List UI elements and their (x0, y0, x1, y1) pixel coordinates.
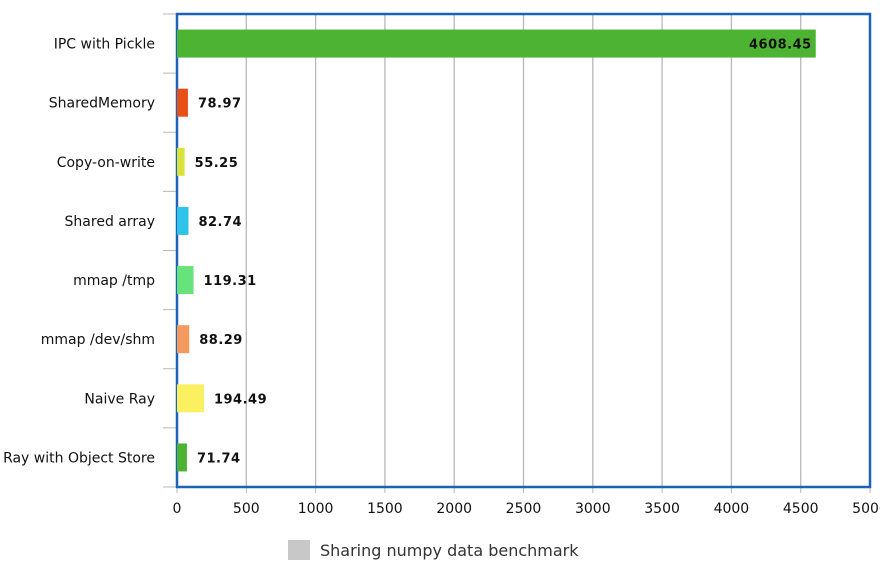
category-label: Ray with Object Store (3, 450, 155, 466)
data-label: 78.97 (198, 97, 242, 112)
grid-lines (245, 14, 802, 487)
category-label: Shared array (65, 214, 155, 230)
bar (177, 29, 816, 58)
data-label: 88.29 (199, 333, 243, 348)
data-label: 82.74 (198, 215, 242, 230)
data-label: 194.49 (214, 392, 267, 407)
x-tick-label: 500 (233, 501, 260, 517)
legend: Sharing numpy data benchmark (288, 540, 579, 560)
data-label: 119.31 (204, 274, 257, 289)
category-label: mmap /tmp (73, 273, 155, 289)
data-label: 4608.45 (749, 38, 812, 53)
axes (163, 12, 872, 493)
data-label: 71.74 (197, 451, 241, 466)
x-tick-label: 3000 (575, 501, 611, 517)
category-label: SharedMemory (49, 96, 155, 112)
x-tick-label: 1000 (298, 501, 334, 517)
x-tick-label: 0 (173, 501, 182, 517)
x-tick-label: 4500 (783, 501, 819, 517)
bar (177, 384, 204, 413)
bar (177, 266, 194, 295)
bar (177, 443, 187, 472)
bars (177, 29, 816, 472)
x-tick-label: 1500 (367, 501, 403, 517)
x-tick-label: 2500 (506, 501, 542, 517)
category-label: IPC with Pickle (54, 37, 155, 53)
x-tick-label: 3500 (644, 501, 680, 517)
category-label: Copy-on-write (57, 155, 155, 171)
bar (177, 325, 190, 354)
x-tick-label: 4000 (714, 501, 750, 517)
category-label: mmap /dev/shm (41, 332, 155, 348)
legend-label: Sharing numpy data benchmark (320, 540, 579, 560)
category-label: Naive Ray (84, 391, 155, 407)
bar (177, 88, 188, 117)
legend-swatch (288, 540, 310, 560)
labels: 0 500 1000 1500 2000 2500 3000 3500 4000 4500 5000… (3, 37, 880, 517)
bar (177, 206, 189, 235)
plot-frame (175, 12, 872, 489)
x-tick-label: 2000 (436, 501, 472, 517)
bar (177, 147, 185, 176)
data-label: 55.25 (195, 156, 239, 171)
x-tick-label: 5000 (852, 501, 880, 517)
